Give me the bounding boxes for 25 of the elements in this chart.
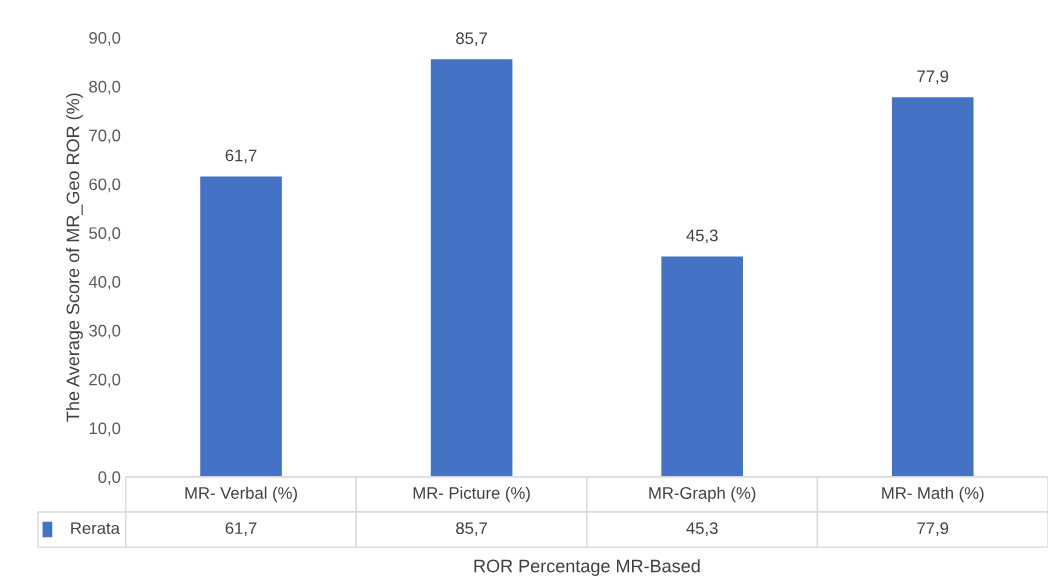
- x-tick-label: MR- Math (%): [882, 486, 984, 503]
- x-axis-title: ROR Percentage MR-Based: [474, 559, 700, 576]
- text: 45,3: [686, 229, 718, 244]
- data-label: 61,7: [225, 522, 257, 537]
- y-tick-label: 90,0: [89, 31, 121, 46]
- data-label: 45,3: [686, 522, 718, 537]
- y-tick-label: 40,0: [88, 276, 121, 290]
- data-label: 77,9: [917, 522, 949, 537]
- y-tick-label: 0,0: [98, 471, 121, 486]
- text: 61,7: [225, 149, 257, 164]
- y-axis-title: The Average Score of MR_Geo ROR (%): [66, 93, 83, 422]
- y-tick-label: 50,0: [89, 227, 121, 241]
- y-tick-label: 80,0: [89, 80, 121, 95]
- x-tick-label: MR-Graph (%): [649, 486, 756, 503]
- text: 85,7: [456, 32, 487, 47]
- y-tick-label: 70,0: [89, 129, 121, 144]
- legend-label: Rerata: [71, 522, 120, 535]
- y-tick-label: 10,0: [89, 422, 121, 437]
- y-tick-label: 60,0: [89, 178, 121, 193]
- text: 77,9: [917, 70, 949, 85]
- y-tick-label: 30,0: [89, 324, 121, 339]
- x-tick-label: MR- Picture (%): [413, 486, 530, 503]
- x-tick-label: MR- Verbal (%): [185, 486, 297, 503]
- data-label: 85,7: [456, 522, 487, 537]
- y-tick-label: 20,0: [89, 373, 121, 388]
